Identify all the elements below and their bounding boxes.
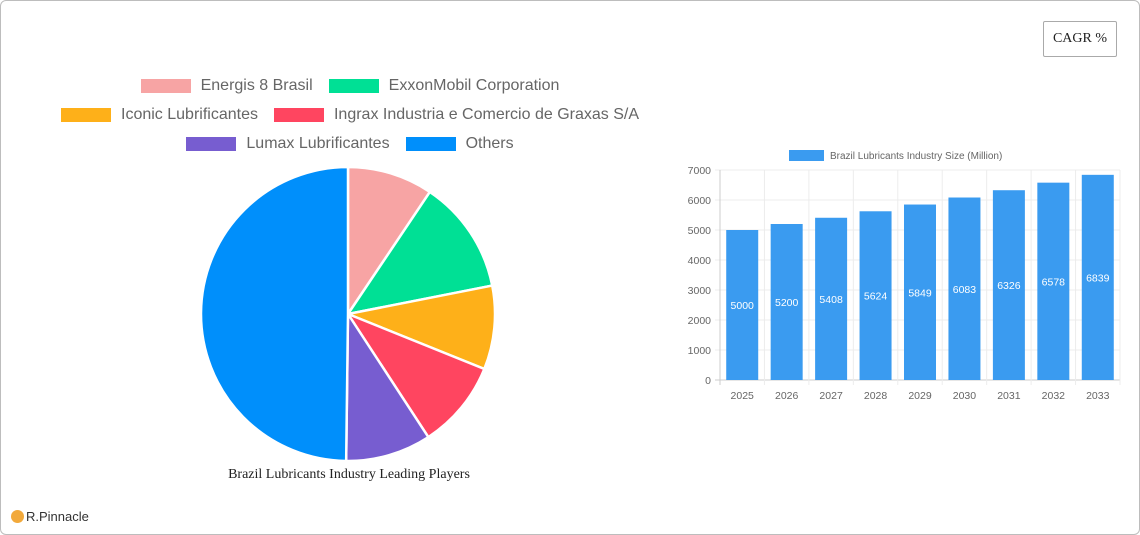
legend-swatch (405, 137, 456, 151)
pie-legend-item[interactable]: Lumax Lubrificantes (186, 135, 390, 153)
brand-logo: R.Pinnacle (11, 509, 89, 524)
y-tick-label: 2000 (688, 315, 712, 327)
bar[interactable] (859, 211, 892, 380)
brand-icon (11, 510, 24, 523)
y-tick-label: 7000 (688, 165, 712, 177)
bar[interactable] (948, 197, 981, 380)
brand-name: R.Pinnacle (26, 509, 89, 524)
bar-value-label: 5624 (864, 291, 888, 303)
pie-legend-row: Lumax Lubrificantes Others (0, 133, 700, 155)
legend-label: Ingrax Industria e Comercio de Graxas S/… (333, 106, 639, 123)
bar[interactable] (770, 224, 803, 380)
y-tick-label: 3000 (688, 285, 712, 297)
cagr-button[interactable]: CAGR % (1043, 21, 1117, 57)
y-tick-label: 1000 (688, 345, 712, 357)
y-tick-label: 0 (705, 375, 711, 387)
x-tick-label: 2031 (997, 390, 1021, 402)
bar-value-label: 5408 (819, 294, 843, 306)
legend-swatch (186, 137, 237, 151)
legend-swatch (273, 108, 324, 122)
x-tick-label: 2027 (819, 390, 843, 402)
legend-label: Others (465, 135, 514, 152)
bar[interactable] (815, 217, 848, 380)
bar-value-label: 6083 (953, 284, 977, 296)
x-tick-label: 2028 (864, 390, 888, 402)
pie-legend-item[interactable]: Energis 8 Brasil (140, 77, 313, 95)
x-tick-label: 2029 (908, 390, 932, 402)
legend-label: Energis 8 Brasil (200, 77, 313, 94)
bar-value-label: 5200 (775, 297, 799, 309)
legend-swatch (328, 79, 379, 93)
pie-legend-item[interactable]: Others (405, 135, 514, 153)
pie-legend-row: Iconic Lubrificantes Ingrax Industria e C… (0, 104, 700, 126)
y-tick-label: 4000 (688, 255, 712, 267)
bar[interactable] (1081, 174, 1114, 380)
bar-value-label: 6326 (997, 280, 1021, 292)
legend-swatch (140, 79, 191, 93)
bar-value-label: 5849 (908, 287, 932, 299)
legend-label: ExxonMobil Corporation (388, 77, 560, 94)
y-tick-label: 5000 (688, 225, 712, 237)
x-tick-label: 2032 (1042, 390, 1066, 402)
pie-legend-item[interactable]: Ingrax Industria e Comercio de Graxas S/… (273, 106, 639, 124)
bar[interactable] (904, 204, 936, 380)
bar-value-label: 5000 (731, 300, 755, 312)
pie-legend-row: Energis 8 Brasil ExxonMobil Corporation (0, 75, 700, 97)
pie-legend-item[interactable]: ExxonMobil Corporation (328, 77, 560, 95)
x-tick-label: 2030 (953, 390, 977, 402)
bar[interactable] (726, 230, 759, 380)
bar[interactable] (992, 190, 1025, 380)
svg-text:Brazil Lubricants Industry Siz: Brazil Lubricants Industry Size (Million… (830, 151, 1002, 162)
bar[interactable] (1037, 182, 1070, 380)
x-tick-label: 2026 (775, 390, 799, 402)
legend-swatch (61, 108, 111, 122)
y-tick-label: 6000 (688, 195, 712, 207)
x-tick-label: 2025 (731, 390, 755, 402)
bar-value-label: 6578 (1042, 276, 1066, 288)
legend-label: Iconic Lubrificantes (121, 106, 258, 123)
bar-legend[interactable]: Brazil Lubricants Industry Size (Million… (789, 150, 1002, 162)
x-tick-label: 2033 (1086, 390, 1110, 402)
bar-value-label: 6839 (1086, 272, 1110, 284)
pie-legend-item[interactable]: Iconic Lubrificantes (61, 106, 258, 124)
pie-chart-title: Brazil Lubricants Industry Leading Playe… (228, 467, 470, 482)
legend-label: Lumax Lubrificantes (246, 135, 390, 152)
